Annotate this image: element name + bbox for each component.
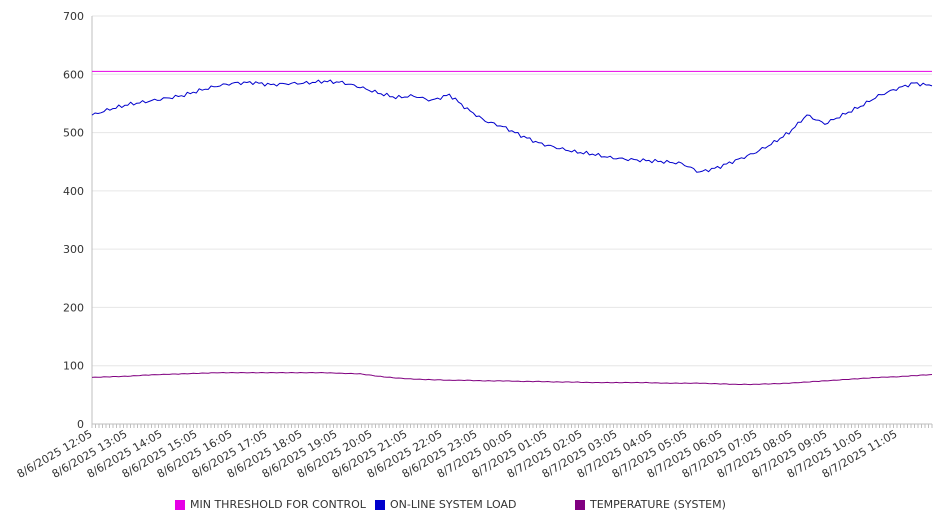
- series-line-1: [91, 79, 933, 173]
- series-line-2: [91, 372, 933, 386]
- legend-swatch: [575, 499, 585, 510]
- legend-swatch: [375, 499, 385, 510]
- y-tick-label: 200: [63, 301, 84, 314]
- legend: MIN THRESHOLD FOR CONTROL ON-LINE SYSTEM …: [0, 498, 946, 514]
- y-tick-label: 100: [63, 360, 84, 373]
- y-tick-label: 400: [63, 185, 84, 198]
- legend-label: MIN THRESHOLD FOR CONTROL: [190, 498, 366, 511]
- legend-swatch: [175, 499, 185, 510]
- y-tick-label: 0: [77, 418, 84, 431]
- y-tick-label: 300: [63, 243, 84, 256]
- legend-item[interactable]: MIN THRESHOLD FOR CONTROL: [175, 498, 366, 511]
- series-lines: [91, 70, 933, 386]
- y-tick-label: 700: [63, 10, 84, 23]
- y-tick-label: 600: [63, 68, 84, 81]
- legend-label: ON-LINE SYSTEM LOAD: [390, 498, 517, 511]
- y-tick-label: 500: [63, 127, 84, 140]
- legend-item[interactable]: ON-LINE SYSTEM LOAD: [375, 498, 516, 511]
- legend-item[interactable]: TEMPERATURE (SYSTEM): [575, 498, 726, 511]
- legend-label: TEMPERATURE (SYSTEM): [590, 498, 726, 511]
- grid: [92, 15, 932, 425]
